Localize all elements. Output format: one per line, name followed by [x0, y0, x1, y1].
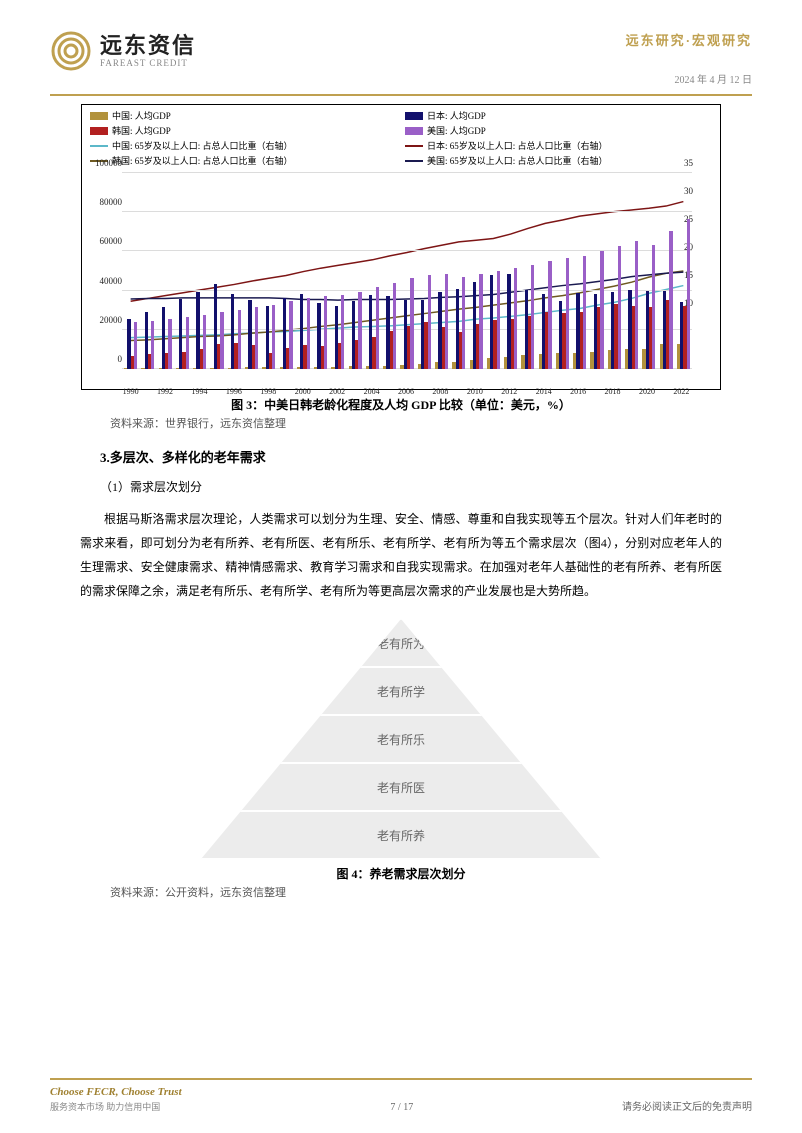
figure-3-source: 资料来源：世界银行，远东资信整理	[110, 415, 752, 431]
figure-3-chart: 中国: 人均GDP 日本: 人均GDP 韩国: 人均GDP 美国: 人均GDP 中国: …	[81, 104, 721, 390]
plot-area	[122, 173, 692, 369]
legend-item: 日本: 65岁及以上人口: 占总人口比重（右轴）	[405, 139, 712, 152]
pyramid-level: 老有所学	[321, 667, 481, 715]
legend-item: 美国: 65岁及以上人口: 占总人口比重（右轴）	[405, 154, 712, 167]
figure-4-source: 资料来源：公开资料，远东资信整理	[110, 884, 752, 900]
pyramid-level: 老有所乐	[281, 715, 521, 763]
company-name-en: FAREAST CREDIT	[100, 58, 196, 68]
logo-icon	[50, 30, 92, 72]
legend-item: 日本: 人均GDP	[405, 109, 712, 122]
chart-legend: 中国: 人均GDP 日本: 人均GDP 韩国: 人均GDP 美国: 人均GDP 中国: …	[82, 105, 720, 169]
footer-slogan-cn: 服务资本市场 助力信用中国	[50, 1100, 182, 1113]
legend-item: 美国: 人均GDP	[405, 124, 712, 137]
footer-disclaimer: 请务必阅读正文后的免责声明	[622, 1098, 752, 1113]
page-footer: Choose FECR, Choose Trust 服务资本市场 助力信用中国 …	[50, 1078, 752, 1113]
pyramid-level: 老有所养	[201, 811, 601, 859]
page-number: 7 / 17	[182, 1102, 622, 1113]
legend-item: 中国: 人均GDP	[90, 109, 397, 122]
footer-slogan-en: Choose FECR, Choose Trust	[50, 1086, 182, 1098]
figure-3-caption: 图 3：中美日韩老龄化程度及人均 GDP 比较（单位：美元，%）	[50, 396, 752, 413]
report-date: 2024 年 4 月 12 日	[626, 71, 752, 86]
pyramid-level: 老有所医	[241, 763, 561, 811]
breadcrumb: 远东研究·宏观研究	[626, 30, 752, 49]
page-header: 远东资信 FAREAST CREDIT 远东研究·宏观研究 2024 年 4 月…	[50, 30, 752, 96]
company-name-cn: 远东资信	[100, 34, 196, 58]
legend-item: 韩国: 人均GDP	[90, 124, 397, 137]
paragraph-1: 根据马斯洛需求层次理论，人类需求可以划分为生理、安全、情感、尊重和自我实现等五个…	[80, 507, 722, 603]
legend-item: 中国: 65岁及以上人口: 占总人口比重（右轴）	[90, 139, 397, 152]
figure-4-caption: 图 4：养老需求层次划分	[50, 865, 752, 882]
legend-item: 韩国: 65岁及以上人口: 占总人口比重（右轴）	[90, 154, 397, 167]
y-axis-left: 020000400006000080000100000	[82, 173, 122, 369]
subsection-title: （1）需求层次划分	[100, 478, 752, 495]
section-title: 3.多层次、多样化的老年需求	[100, 447, 752, 466]
pyramid-level: 老有所为	[361, 619, 441, 667]
figure-4-pyramid: 老有所为老有所学老有所乐老有所医老有所养	[201, 619, 601, 859]
logo-block: 远东资信 FAREAST CREDIT	[50, 30, 196, 72]
